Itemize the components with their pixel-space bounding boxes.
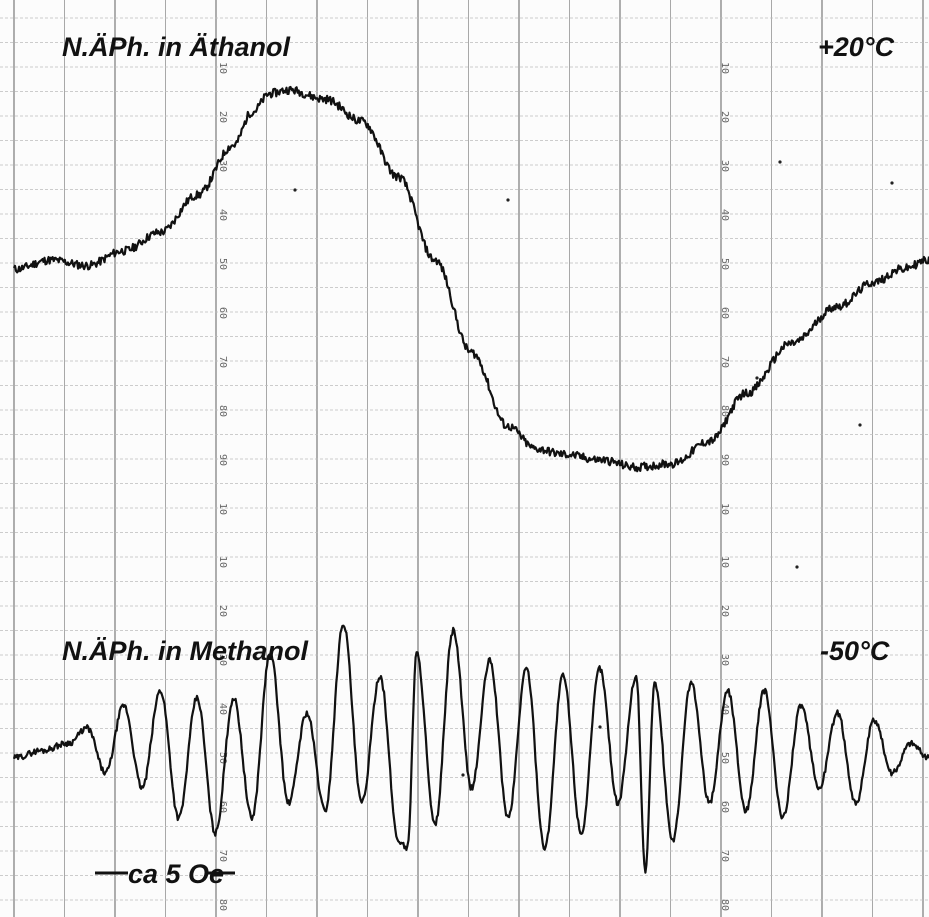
dust-speck	[795, 565, 799, 569]
scale-bar: ca 5 Oe	[95, 859, 235, 889]
scale-tick-label: 20	[719, 605, 730, 617]
scale-tick-label: 50	[217, 752, 228, 764]
scale-tick-label: 30	[217, 160, 228, 172]
lower-chart-title: N.ÄPh. in Methanol	[62, 636, 308, 666]
scale-tick-label: 40	[217, 209, 228, 221]
scale-tick-label: 10	[217, 62, 228, 74]
scale-tick-label: 10	[217, 556, 228, 568]
lower-chart-temperature: -50°C	[820, 636, 890, 666]
scale-tick-label: 80	[217, 899, 228, 911]
scale-tick-label: 20	[719, 111, 730, 123]
scale-tick-label: 40	[719, 209, 730, 221]
dust-speck	[461, 773, 465, 777]
scale-tick-label: 50	[217, 258, 228, 270]
chart-traces	[12, 85, 929, 874]
upper-chart-temperature: +20°C	[818, 32, 895, 62]
dust-speck	[293, 188, 297, 192]
dust-speck	[506, 198, 510, 202]
scale-tick-label: 60	[217, 801, 228, 813]
scale-tick-label: 80	[217, 405, 228, 417]
dust-speck	[598, 725, 602, 729]
scale-tick-label: 30	[719, 160, 730, 172]
scale-tick-label: 60	[217, 307, 228, 319]
lower-spectrum-line	[12, 624, 929, 874]
scale-tick-label: 20	[217, 605, 228, 617]
scale-tick-label: 10	[719, 62, 730, 74]
scale-tick-label: 70	[719, 356, 730, 368]
scale-tick-label: 30	[719, 654, 730, 666]
scale-ticks: 10 20 30 40 50 60 70 80 90 10 10 20 30 40 50 60 70 80 10 20…	[217, 62, 730, 911]
scale-bar-label: ca 5 Oe	[128, 859, 224, 889]
scale-tick-label: 50	[719, 258, 730, 270]
scale-tick-label: 40	[217, 703, 228, 715]
scale-tick-label: 60	[719, 307, 730, 319]
scale-tick-label: 80	[719, 405, 730, 417]
scale-tick-label: 60	[719, 801, 730, 813]
scale-tick-label: 40	[719, 703, 730, 715]
dust-speck	[890, 181, 894, 185]
dust-speck	[755, 376, 759, 380]
dust-speck	[778, 160, 782, 164]
upper-chart-title: N.ÄPh. in Äthanol	[62, 32, 290, 62]
scale-tick-label: 30	[217, 654, 228, 666]
upper-spectrum-line	[13, 85, 929, 473]
scale-tick-label: 90	[719, 454, 730, 466]
scale-tick-label: 10	[217, 503, 228, 515]
scale-tick-label: 10	[719, 556, 730, 568]
scale-tick-label: 70	[719, 850, 730, 862]
scale-tick-label: 80	[719, 899, 730, 911]
scale-tick-label: 70	[217, 356, 228, 368]
scale-tick-label: 90	[217, 454, 228, 466]
scale-tick-label: 10	[719, 503, 730, 515]
dust-speck	[858, 423, 862, 427]
scale-tick-label: 20	[217, 111, 228, 123]
scale-tick-label: 70	[217, 850, 228, 862]
scale-tick-label: 50	[719, 752, 730, 764]
